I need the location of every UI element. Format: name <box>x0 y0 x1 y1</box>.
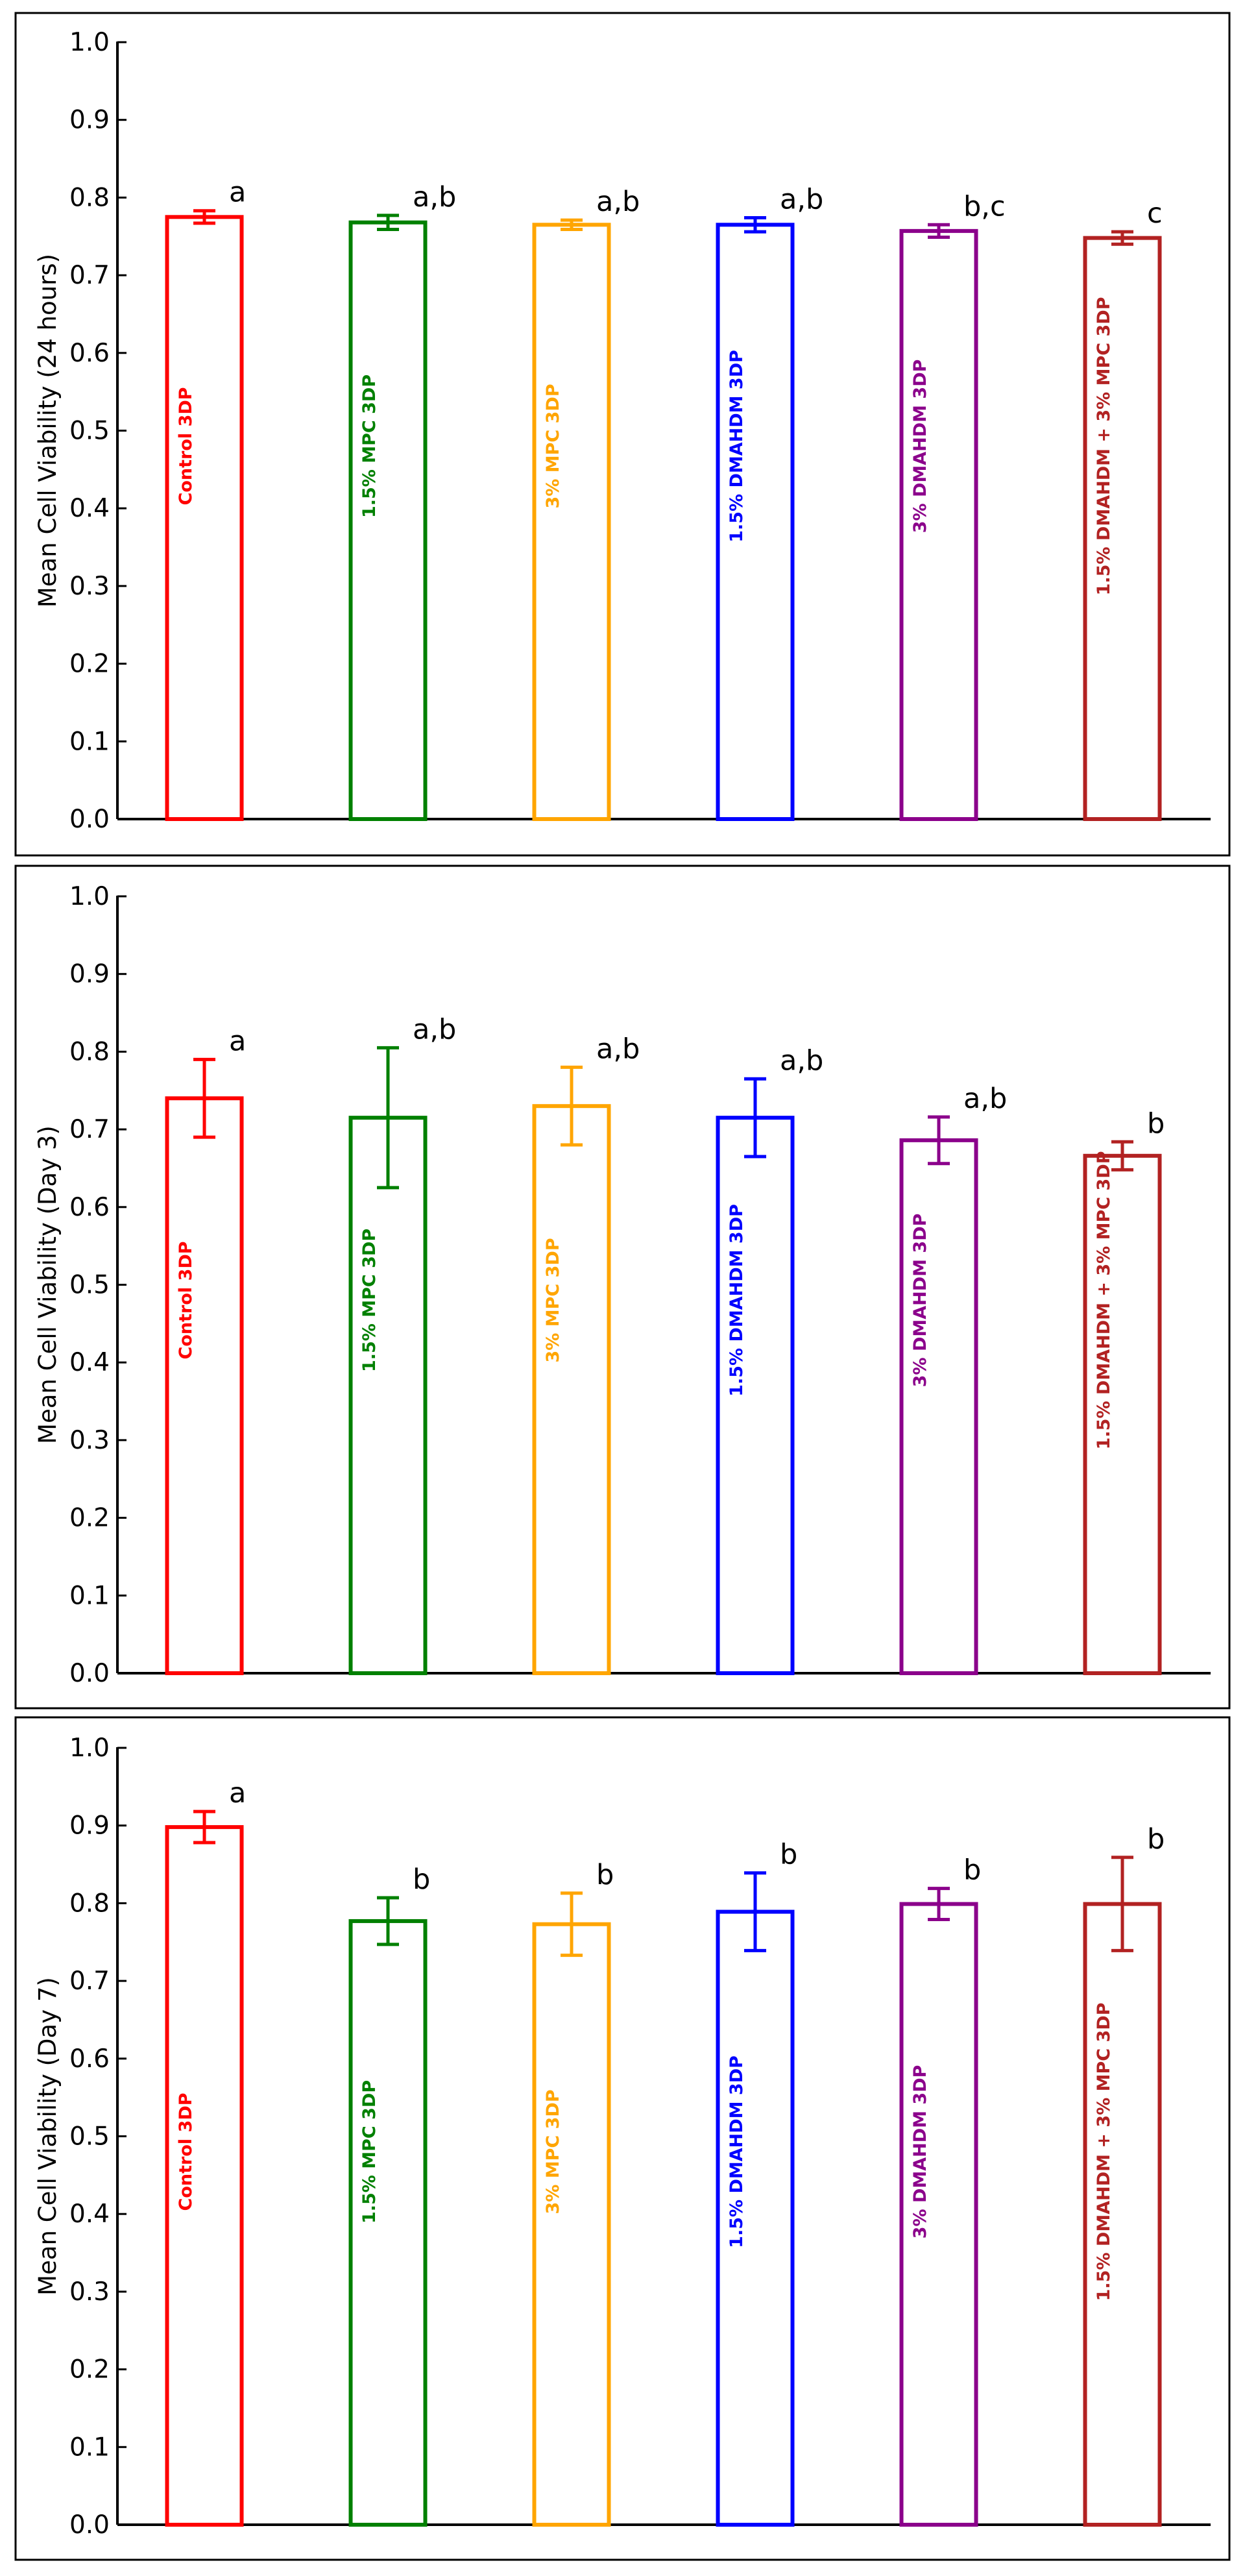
y-tick-label: 0.1 <box>69 727 110 756</box>
y-tick-label: 0.9 <box>69 106 110 135</box>
significance-label: a,b <box>596 186 640 218</box>
bar-category-label: 3% MPC 3DP <box>543 1238 563 1362</box>
y-tick-label: 0.6 <box>69 339 110 368</box>
y-tick-label: 0.3 <box>69 1426 110 1455</box>
panel-frame <box>14 1716 1231 2561</box>
bar-category-label: 1.5% DMAHDM 3DP <box>727 350 747 543</box>
y-tick-label: 0.4 <box>69 1348 110 1377</box>
y-tick-label: 0.0 <box>69 2510 110 2540</box>
bar-category-label: 1.5% DMAHDM 3DP <box>727 2055 747 2248</box>
y-tick-label: 1.0 <box>69 1734 110 1763</box>
bar-category-label: 1.5% DMAHDM 3DP <box>727 1204 747 1397</box>
y-tick-label: 0.1 <box>69 2433 110 2462</box>
significance-label: a,b <box>780 184 823 216</box>
chart-panel-3: 0.0 0.1 0.2 0.3 0.4 0.5 0.6 0.7 0.8 0.9 1.0 Mean Ce… <box>14 1716 1231 2561</box>
y-tick-label: 0.6 <box>69 2044 110 2074</box>
y-tick-label: 0.8 <box>69 183 110 212</box>
y-tick-label: 0.0 <box>69 1659 110 1688</box>
significance-label: a,b <box>780 1044 823 1077</box>
chart-panel-1: 0.0 0.1 0.2 0.3 0.4 0.5 0.6 0.7 0.8 0.9 1.0 Mean Ce… <box>14 12 1231 857</box>
significance-label: a <box>229 177 246 209</box>
significance-label: a,b <box>963 1083 1007 1115</box>
bar <box>348 220 428 822</box>
bar-category-label: 3% MPC 3DP <box>543 384 563 508</box>
bar-category-label: Control 3DP <box>176 387 196 505</box>
bar-category-label: 1.5% DMAHDM + 3% MPC 3DP <box>1094 297 1114 596</box>
bar-category-label: Control 3DP <box>176 1241 196 1359</box>
bar-category-label: Control 3DP <box>176 2092 196 2211</box>
significance-label: a <box>229 1777 246 1809</box>
y-axis-label: Mean Cell Viability (24 hours) <box>34 254 62 607</box>
bar <box>532 223 611 822</box>
significance-label: b,c <box>963 190 1006 223</box>
significance-label: c <box>1147 197 1163 230</box>
y-tick-label: 0.2 <box>69 2355 110 2385</box>
significance-label: b <box>596 1859 614 1891</box>
bar-category-label: 1.5% DMAHDM + 3% MPC 3DP <box>1094 1151 1114 1450</box>
significance-label: a,b <box>413 181 456 214</box>
bar <box>348 1116 428 1675</box>
bar-category-label: 3% MPC 3DP <box>543 2089 563 2214</box>
significance-label: b <box>780 1839 797 1871</box>
y-tick-label: 0.2 <box>69 650 110 679</box>
bar-category-label: 3% DMAHDM 3DP <box>910 1214 930 1388</box>
y-tick-label: 0.4 <box>69 2200 110 2229</box>
bar-category-label: 1.5% MPC 3DP <box>359 374 380 518</box>
significance-label: a,b <box>413 1013 456 1046</box>
y-tick-label: 0.1 <box>69 1581 110 1610</box>
panel-frame <box>14 12 1231 857</box>
significance-label: b <box>1147 1823 1165 1856</box>
y-tick-label: 0.5 <box>69 2122 110 2152</box>
significance-label: b <box>963 1854 981 1887</box>
y-tick-label: 0.9 <box>69 1811 110 1841</box>
bar-category-label: 1.5% DMAHDM + 3% MPC 3DP <box>1094 2003 1114 2301</box>
y-tick-label: 0.3 <box>69 572 110 601</box>
y-axis-label: Mean Cell Viability (Day 7) <box>34 1977 62 2296</box>
significance-label: a,b <box>596 1033 640 1065</box>
panel-frame <box>14 865 1231 1710</box>
bar-category-label: 1.5% MPC 3DP <box>359 2080 380 2224</box>
y-tick-label: 0.8 <box>69 1889 110 1918</box>
y-tick-label: 0.9 <box>69 960 110 989</box>
y-tick-label: 0.2 <box>69 1504 110 1533</box>
bar <box>165 1096 244 1675</box>
y-tick-label: 1.0 <box>69 28 110 57</box>
bar-category-label: 3% DMAHDM 3DP <box>910 2065 930 2239</box>
y-tick-label: 0.7 <box>69 261 110 290</box>
chart-panel-2: 0.0 0.1 0.2 0.3 0.4 0.5 0.6 0.7 0.8 0.9 1.0 Mean Ce… <box>14 865 1231 1710</box>
y-tick-label: 0.5 <box>69 1271 110 1300</box>
y-tick-label: 0.7 <box>69 1115 110 1144</box>
y-tick-label: 0.5 <box>69 417 110 446</box>
bar <box>532 1922 611 2527</box>
y-tick-label: 0.0 <box>69 805 110 834</box>
y-axis-label: Mean Cell Viability (Day 3) <box>34 1125 62 1444</box>
y-tick-label: 0.4 <box>69 494 110 523</box>
significance-label: b <box>1147 1107 1165 1140</box>
y-tick-label: 0.6 <box>69 1193 110 1222</box>
bar <box>165 215 244 821</box>
y-tick-label: 0.3 <box>69 2277 110 2307</box>
bar-category-label: 1.5% MPC 3DP <box>359 1229 380 1372</box>
significance-label: b <box>413 1863 430 1896</box>
y-tick-label: 0.7 <box>69 1967 110 1996</box>
bar-category-label: 3% DMAHDM 3DP <box>910 360 930 534</box>
y-tick-label: 0.8 <box>69 1037 110 1066</box>
bar <box>532 1104 611 1675</box>
y-tick-label: 1.0 <box>69 882 110 911</box>
significance-label: a <box>229 1025 246 1057</box>
